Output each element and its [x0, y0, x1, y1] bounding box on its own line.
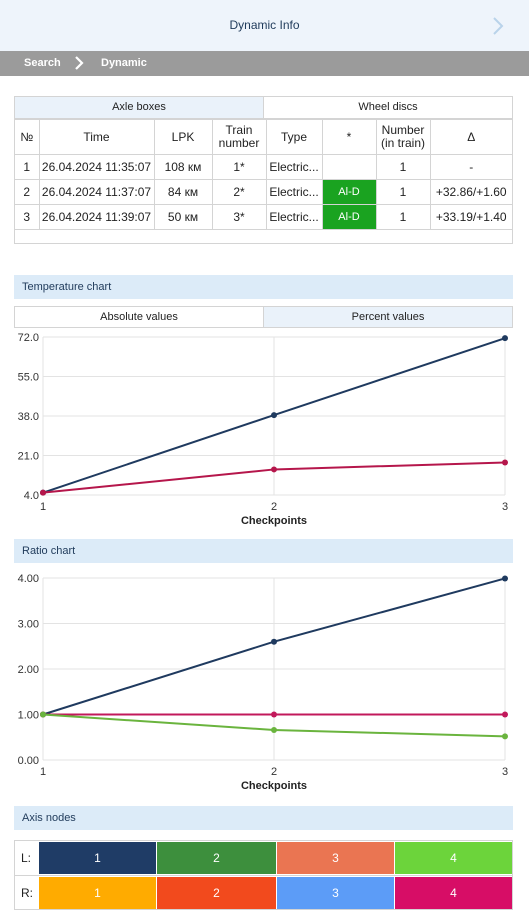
tab-percent-values[interactable]: Percent values: [263, 307, 512, 327]
cell-number: 1: [375, 204, 431, 230]
axis-node-cell[interactable]: 4: [395, 877, 512, 909]
cell-time: 26.04.2024 11:35:07: [38, 154, 155, 180]
axis-row-label: L:: [21, 851, 32, 865]
axis-row-label: R:: [21, 886, 33, 900]
tab-absolute-values[interactable]: Absolute values: [100, 311, 178, 323]
cell-train: 1*: [211, 154, 267, 180]
col-header-type[interactable]: Type: [265, 119, 323, 155]
axis-row-left: L: 1 2 3 4: [15, 841, 512, 875]
cell-delta: +33.19/+1.40: [429, 204, 512, 230]
cell-lpk: 108 км: [153, 154, 213, 180]
cell-number: 1: [375, 179, 431, 205]
axis-node-cell[interactable]: 1: [39, 877, 156, 909]
cell-star: [321, 154, 377, 180]
cell-time: 26.04.2024 11:37:07: [38, 179, 155, 205]
alert-badge: Al-D: [321, 204, 377, 230]
axis-node-cell[interactable]: 1: [39, 842, 156, 874]
x-tick-label: 2: [271, 501, 277, 513]
axis-row-right: R: 1 2 3 4: [15, 875, 512, 909]
app-header: Dynamic Info: [0, 0, 529, 51]
tab-wheel-discs[interactable]: Wheel discs: [263, 97, 512, 119]
data-point: [271, 711, 277, 718]
cell-train: 2*: [211, 179, 267, 205]
data-point: [502, 459, 508, 466]
col-header-no[interactable]: №: [15, 119, 40, 155]
x-axis-title: Checkpoints: [241, 780, 307, 792]
y-tick-label: 4.0: [24, 490, 39, 502]
value-tabs: Absolute values Percent values: [14, 306, 513, 328]
measure-tabs: Axle boxes Wheel discs: [15, 97, 512, 119]
data-point: [40, 489, 46, 496]
col-header-star[interactable]: *: [321, 119, 377, 155]
y-tick-label: 1.00: [18, 710, 39, 722]
cell-type: Electric...: [265, 204, 323, 230]
y-tick-label: 38.0: [18, 411, 39, 423]
cell-delta: -: [429, 154, 512, 180]
data-point: [271, 412, 277, 419]
cell-lpk: 50 км: [153, 204, 213, 230]
page-title: Dynamic Info: [229, 18, 300, 32]
table-header-row: № Time LPK Train number Type * Number (i…: [15, 119, 512, 155]
table-row[interactable]: 3 26.04.2024 11:39:07 50 км 3* Electric.…: [15, 204, 512, 230]
x-tick-label: 3: [502, 766, 508, 778]
axis-node-cell[interactable]: 2: [157, 877, 276, 909]
cell-lpk: 84 км: [153, 179, 213, 205]
ratio-chart: 0.00 1.00 2.00 3.00 4.00 1 2 3 Checkpoints: [18, 573, 508, 792]
y-tick-label: 2.00: [18, 664, 39, 676]
y-tick-label: 0.00: [18, 755, 39, 767]
axis-node-cell[interactable]: 2: [157, 842, 276, 874]
section-ratio-chart: Ratio chart: [14, 539, 513, 563]
axis-node-cell[interactable]: 4: [395, 842, 512, 874]
y-tick-label: 21.0: [18, 451, 39, 463]
x-tick-label: 1: [40, 766, 46, 778]
table-row[interactable]: 2 26.04.2024 11:37:07 84 км 2* Electric.…: [15, 179, 512, 205]
y-tick-label: 72.0: [18, 332, 39, 344]
y-tick-label: 3.00: [18, 619, 39, 631]
cell-time: 26.04.2024 11:39:07: [38, 204, 155, 230]
measurements-panel: Axle boxes Wheel discs № Time LPK Train …: [14, 96, 513, 244]
col-header-time[interactable]: Time: [38, 119, 155, 155]
cell-train: 3*: [211, 204, 267, 230]
data-point: [502, 711, 508, 718]
y-tick-label: 4.00: [18, 573, 39, 585]
breadcrumb-dynamic: Dynamic: [101, 57, 147, 69]
breadcrumb: Search Dynamic: [0, 51, 529, 76]
tab-axle-boxes[interactable]: Axle boxes: [15, 97, 263, 119]
col-header-lpk[interactable]: LPK: [153, 119, 213, 155]
table-row[interactable]: 1 26.04.2024 11:35:07 108 км 1* Electric…: [15, 154, 512, 180]
chevron-right-icon: [75, 56, 84, 70]
chevron-right-icon[interactable]: [491, 16, 505, 36]
data-point: [271, 466, 277, 473]
col-header-delta[interactable]: Δ: [429, 119, 512, 155]
data-point: [502, 733, 508, 740]
col-header-train-number[interactable]: Train number: [211, 119, 267, 155]
alert-badge: Al-D: [321, 179, 377, 205]
x-tick-label: 1: [40, 501, 46, 513]
x-tick-label: 2: [271, 766, 277, 778]
y-tick-label: 55.0: [18, 372, 39, 384]
cell-no: 1: [15, 154, 40, 180]
measurements-table: № Time LPK Train number Type * Number (i…: [15, 119, 512, 230]
temperature-chart: 4.0 21.0 38.0 55.0 72.0 1 2 3 Checkpoints: [18, 332, 508, 527]
axis-node-cell[interactable]: 3: [277, 877, 394, 909]
cell-type: Electric...: [265, 179, 323, 205]
cell-type: Electric...: [265, 154, 323, 180]
data-point: [271, 726, 277, 733]
x-axis-title: Checkpoints: [241, 515, 307, 527]
data-point: [40, 711, 46, 718]
axis-nodes-grid: L: 1 2 3 4 R: 1 2 3 4: [14, 840, 513, 910]
axis-node-cell[interactable]: 3: [277, 842, 394, 874]
cell-number: 1: [375, 154, 431, 180]
data-point: [502, 335, 508, 342]
data-point: [271, 638, 277, 645]
cell-no: 2: [15, 179, 40, 205]
section-axis-nodes: Axis nodes: [14, 806, 513, 830]
x-tick-label: 3: [502, 501, 508, 513]
breadcrumb-search[interactable]: Search: [24, 57, 61, 69]
cell-no: 3: [15, 204, 40, 230]
section-temperature-chart: Temperature chart: [14, 275, 513, 299]
data-point: [502, 575, 508, 582]
cell-delta: +32.86/+1.60: [429, 179, 512, 205]
col-header-number-in-train[interactable]: Number (in train): [375, 119, 431, 155]
